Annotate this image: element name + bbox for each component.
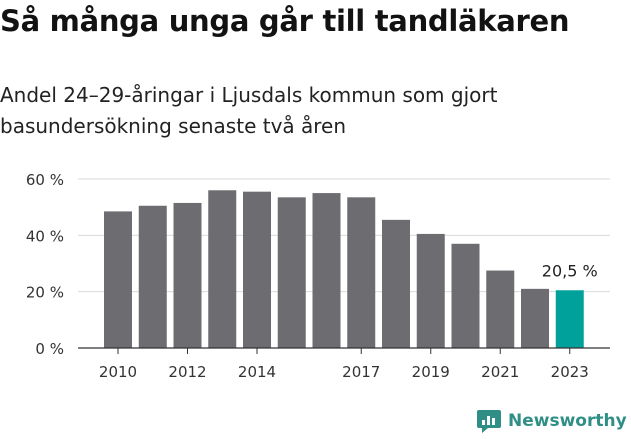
chart-title: Så många unga går till tandläkaren [0,4,570,38]
bar-2022 [521,288,549,348]
bar-2016 [312,193,341,348]
brand-name: Newsworthy [508,411,627,431]
bar-2020 [451,243,480,348]
bar-2019 [416,233,445,348]
annotations: 20,5 % [542,261,598,280]
newsworthy-logo-icon [477,410,501,433]
chart-subtitle: Andel 24–29-åringar i Ljusdals kommun so… [0,83,498,138]
x-tick-label: 2021 [481,363,519,381]
y-axis-labels: 0 % 20 % 40 % 60 % [26,171,64,358]
bar-2012 [173,202,202,348]
bar-2011 [138,205,167,348]
x-tick-label: 2010 [99,363,137,381]
y-tick-label: 0 % [35,340,64,358]
y-tick-label: 60 % [26,171,64,189]
y-tick-label: 20 % [26,284,64,302]
bar-2014 [243,191,271,348]
bar-2015 [277,197,306,348]
bar-2010 [104,211,132,348]
x-tick-label: 2019 [412,363,450,381]
brand-logo: Newsworthy [476,408,627,434]
bars [104,190,584,348]
x-axis-labels: 2010 2012 2014 2017 2019 2021 2023 [99,348,589,381]
x-tick-label: 2023 [551,363,589,381]
bar-2023 [555,290,584,348]
bar-2018 [382,219,410,348]
x-tick-label: 2014 [238,363,276,381]
value-annotation: 20,5 % [542,261,598,280]
x-tick-label: 2012 [168,363,206,381]
bar-2013 [208,190,237,348]
x-tick-label: 2017 [342,363,380,381]
y-tick-label: 40 % [26,227,64,245]
bar-2021 [486,270,515,348]
bar-2017 [347,197,376,348]
